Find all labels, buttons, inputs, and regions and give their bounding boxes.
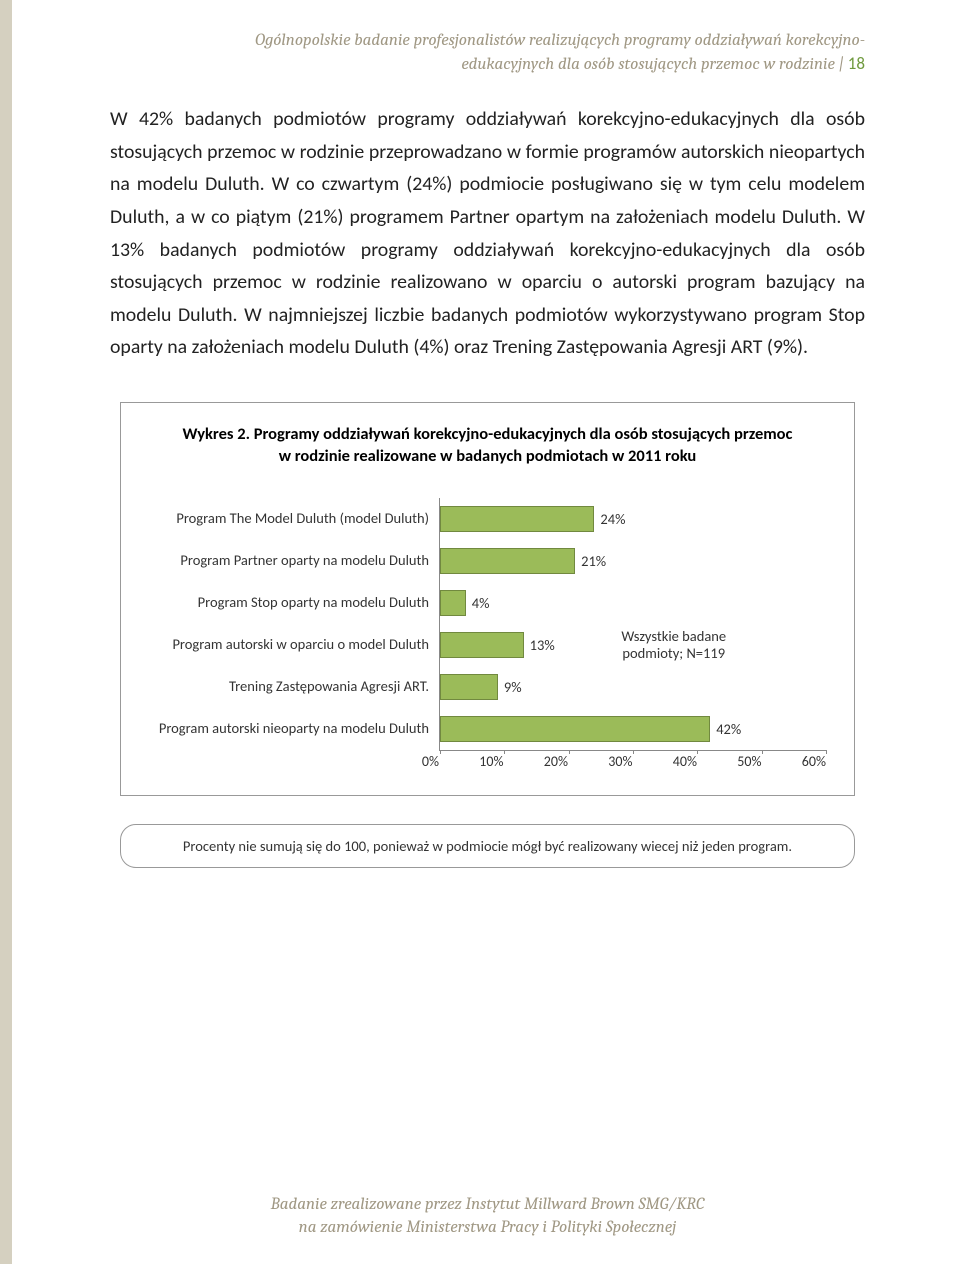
header-line2: edukacyjnych dla osób stosujących przemo… (461, 55, 835, 74)
chart-plot-area: 24% 21% 4% 13% 9% 42% Wszystkie badanepodmioty… (439, 498, 826, 751)
chart-x-axis: 0%10%20%30%40%50%60% (439, 753, 826, 771)
chart-bar-row: 9% (440, 666, 826, 708)
chart-tick-line (826, 750, 827, 754)
chart-bar (440, 548, 575, 574)
chart-value-label: 42% (716, 720, 741, 738)
body-paragraph: W 42% badanych podmiotów programy oddzia… (110, 103, 865, 364)
chart-value-label: 4% (472, 594, 490, 612)
side-accent (0, 0, 12, 1264)
page-number: 18 (848, 53, 865, 74)
chart-bar (440, 674, 498, 700)
chart-category-label: Program autorski w oparciu o model Dulut… (149, 624, 439, 666)
chart-bar-row: 21% (440, 540, 826, 582)
chart-category-label: Program Partner oparty na modelu Duluth (149, 540, 439, 582)
page: Ogólnopolskie badanie profesjonalistów r… (0, 0, 960, 1264)
header-sep: | (839, 55, 848, 74)
chart-bar-row: 4% (440, 582, 826, 624)
chart-category-labels: Program The Model Duluth (model Duluth)P… (149, 498, 439, 751)
chart-value-label: 13% (530, 636, 555, 654)
chart-category-label: Trening Zastępowania Agresji ART. (149, 666, 439, 708)
chart-value-label: 21% (581, 552, 606, 570)
footer-line2: na zamówienie Ministerstwa Pracy i Polit… (299, 1218, 677, 1237)
chart-legend: Wszystkie badanepodmioty; N=119 (621, 628, 726, 663)
chart-category-label: Program Stop oparty na modelu Duluth (149, 582, 439, 624)
chart-category-label: Program The Model Duluth (model Duluth) (149, 498, 439, 540)
chart-value-label: 9% (504, 678, 522, 696)
chart-value-label: 24% (600, 510, 625, 528)
footer-line1: Badanie zrealizowane przez Instytut Mill… (271, 1195, 705, 1214)
page-footer: Badanie zrealizowane przez Instytut Mill… (110, 1194, 865, 1240)
chart-bar-row: 24% (440, 498, 826, 540)
chart-body: Program The Model Duluth (model Duluth)P… (141, 498, 834, 751)
chart-bar-row: 42% (440, 708, 826, 750)
chart-bar (440, 590, 466, 616)
chart-container: Wykres 2. Programy oddziaływań korekcyjn… (120, 402, 855, 796)
header-line1: Ogólnopolskie badanie profesjonalistów r… (255, 31, 865, 50)
chart-footnote: Procenty nie sumują się do 100, ponieważ… (120, 824, 855, 868)
page-header: Ogólnopolskie badanie profesjonalistów r… (110, 30, 865, 77)
chart-bar (440, 716, 710, 742)
chart-bar (440, 632, 524, 658)
chart-bars: 24% 21% 4% 13% 9% 42% Wszystkie badanepodmioty… (440, 498, 826, 750)
chart-bar (440, 506, 594, 532)
chart-category-label: Program autorski nieoparty na modelu Dul… (149, 708, 439, 750)
chart-title: Wykres 2. Programy oddziaływań korekcyjn… (181, 423, 794, 468)
